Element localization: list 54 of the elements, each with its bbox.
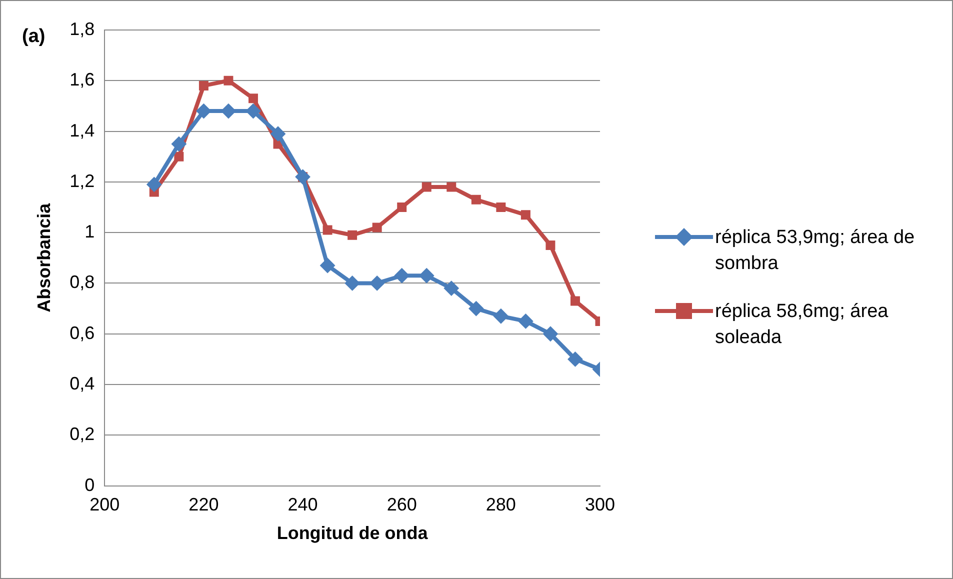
point — [220, 104, 236, 119]
point — [370, 276, 385, 291]
point — [196, 104, 212, 119]
point — [422, 182, 432, 192]
point — [471, 194, 481, 204]
legend-label: réplica 58,6mg; área soleada — [715, 300, 890, 350]
point — [397, 202, 407, 212]
point — [295, 169, 310, 184]
point — [344, 276, 360, 291]
point — [198, 80, 208, 90]
point — [146, 176, 162, 192]
point — [348, 230, 358, 240]
point — [394, 268, 410, 284]
x-tick-label: 300 — [584, 494, 616, 515]
point — [322, 225, 332, 235]
x-axis-title: Longitud de onda — [276, 523, 429, 544]
y-tick-label: 0,6 — [70, 322, 95, 343]
point — [444, 280, 459, 296]
point — [446, 182, 456, 192]
point — [248, 94, 258, 104]
y-tick-label: 1,2 — [70, 170, 95, 191]
y-axis-title: Absorbancia — [34, 202, 54, 312]
legend-label: réplica 53,9mg; área de sombra — [715, 226, 916, 276]
point — [468, 301, 484, 316]
point — [372, 222, 382, 232]
point — [174, 152, 184, 162]
point — [546, 240, 556, 250]
point — [419, 268, 434, 284]
point — [171, 136, 186, 152]
x-tick-label: 240 — [288, 494, 318, 515]
x-tick-label: 200 — [90, 494, 120, 515]
y-tick-label: 0,4 — [70, 373, 95, 394]
y-tick-label: 1,4 — [70, 120, 95, 140]
x-tick-label: 260 — [386, 494, 417, 515]
point — [568, 352, 583, 367]
x-tick-label: 280 — [486, 494, 516, 515]
point — [518, 314, 534, 329]
y-tick-label: 1,6 — [70, 70, 95, 90]
point — [570, 296, 580, 306]
point — [246, 104, 261, 119]
x-tick-label: 220 — [188, 494, 219, 515]
point — [542, 326, 558, 342]
chart-title: (a) — [22, 26, 46, 48]
point — [493, 308, 508, 324]
point — [320, 258, 336, 273]
y-tick-label: 0,8 — [70, 272, 95, 292]
y-tick-label: 0 — [84, 474, 95, 495]
point — [224, 76, 234, 86]
y-tick-label: 1 — [84, 222, 95, 242]
point — [270, 126, 286, 142]
y-tick-label: 0,2 — [70, 424, 95, 444]
point — [520, 210, 530, 220]
point — [496, 202, 506, 212]
y-tick-label: 1,8 — [70, 18, 95, 39]
